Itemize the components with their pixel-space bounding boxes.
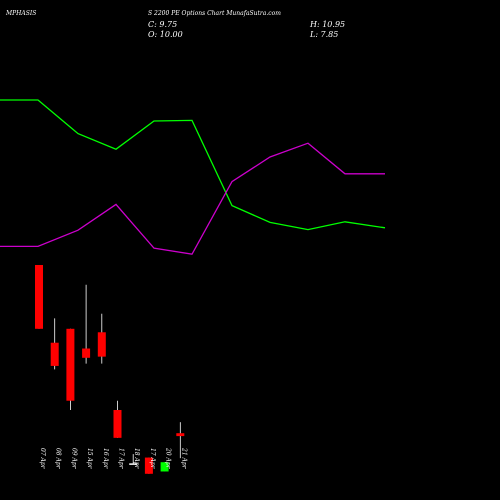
x-tick-label: 08 Apr	[55, 448, 62, 470]
candle-4	[82, 284, 91, 364]
candle-body	[66, 328, 75, 401]
chart-header: MPHASIS S 2200 PE Options Chart MunafaSu…	[5, 10, 345, 39]
candle-body	[97, 332, 106, 357]
x-tick-label: 17 Apr	[118, 448, 125, 470]
candle-body	[82, 348, 91, 358]
x-tick-label: 18 Apr	[133, 448, 140, 470]
candle-9	[160, 462, 169, 472]
indicator-line-1	[0, 99, 386, 231]
candle-body	[113, 410, 122, 438]
candle-8	[144, 457, 153, 474]
low-price: L: 7.85	[309, 30, 338, 39]
x-tick-label: 07 Apr	[39, 448, 46, 470]
indicator-line-2	[0, 142, 385, 255]
candle-7	[129, 454, 138, 465]
x-tick-label: 15 Apr	[86, 448, 93, 470]
candle-5	[97, 313, 106, 364]
close-price: C: 9.75	[148, 20, 177, 29]
candle-10	[176, 422, 185, 459]
symbol-label: MPHASIS	[5, 10, 36, 17]
indicator-lines	[0, 99, 386, 255]
candles	[35, 265, 185, 474]
x-tick-label: 09 Apr	[70, 448, 77, 470]
x-tick-label: 21 Apr	[180, 447, 187, 470]
candle-2	[50, 318, 59, 370]
candle-body	[50, 342, 59, 366]
high-price: H: 10.95	[309, 20, 345, 29]
candle-body	[160, 462, 169, 472]
candle-6	[113, 400, 122, 438]
x-tick-label: 20 Apr	[165, 447, 172, 470]
candle-3	[66, 328, 75, 410]
candle-body	[144, 457, 153, 474]
chart-title: S 2200 PE Options Chart MunafaSutra.com	[148, 10, 281, 17]
candle-1	[35, 265, 43, 329]
x-tick-label: 16 Apr	[102, 448, 109, 470]
candle-body	[35, 265, 43, 329]
x-axis-ticks: 07 Apr 08 Apr 09 Apr 15 Apr 16 Apr 17 Apr 18 A…	[39, 447, 187, 470]
candle-body	[176, 433, 185, 437]
x-tick-label: 17 Apr	[149, 448, 156, 470]
open-price: O: 10.00	[148, 30, 183, 39]
candle-body	[129, 463, 138, 465]
